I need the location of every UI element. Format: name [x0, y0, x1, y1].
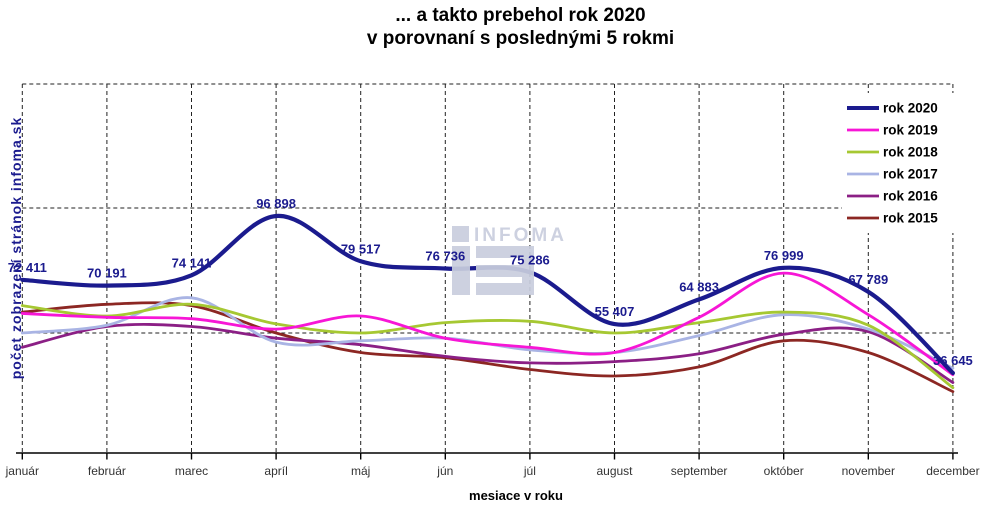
watermark-block [522, 246, 534, 295]
data-label: 36 645 [933, 353, 973, 368]
data-label: 96 898 [256, 196, 296, 211]
x-axis-title: mesiace v roku [469, 488, 563, 503]
x-tick-label: november [842, 464, 895, 478]
data-label: 79 517 [341, 241, 381, 256]
chart-title-line2: v porovnaní s poslednými 5 rokmi [366, 28, 675, 49]
x-tick-label: február [88, 464, 126, 478]
data-label: 55 407 [595, 304, 635, 319]
x-tick-label: apríl [264, 464, 287, 478]
watermark-block [476, 265, 526, 277]
data-label: 75 286 [510, 252, 550, 267]
legend-label: rok 2016 [883, 189, 938, 204]
data-label: 70 191 [87, 266, 127, 281]
legend-label: rok 2019 [883, 123, 938, 138]
watermark-block [452, 246, 470, 295]
watermark: INFOMA [452, 225, 567, 295]
data-label: 76 999 [764, 248, 804, 263]
legend-item-rok-2017: rok 2017 [847, 167, 938, 182]
data-label: 72 411 [8, 260, 47, 275]
x-tick-label: máj [351, 464, 370, 478]
x-tick-label: september [671, 464, 728, 478]
legend-label: rok 2017 [883, 167, 938, 182]
y-axis-title: počet zobrazení stránok infoma.sk [8, 117, 24, 380]
x-tick-label: august [596, 464, 633, 478]
data-labels-rok-2020: 72 411 70 191 74 141 96 898 79 517 76 736 75 2… [8, 196, 973, 368]
data-label: 74 141 [172, 255, 212, 270]
chart-title: ... a takto prebehol rok 2020 v porovnan… [60, 4, 981, 50]
x-tick-label: júl [523, 464, 536, 478]
x-tick-label: október [764, 464, 804, 478]
x-tick-labels: január február marec apríl máj jún júl august se… [5, 464, 980, 478]
data-label: 76 736 [425, 249, 465, 264]
legend: rok 2020 rok 2019 rok 2018 rok 2017 rok 2016… [842, 93, 961, 233]
watermark-block [476, 246, 534, 258]
legend-item-rok-2016: rok 2016 [847, 189, 938, 204]
legend-item-rok-2018: rok 2018 [847, 145, 938, 160]
series-group [20, 213, 955, 393]
series-line-rok-2019 [20, 271, 955, 377]
legend-item-rok-2020: rok 2020 [847, 101, 938, 116]
series-line-rok-2016 [20, 323, 955, 384]
watermark-square [452, 226, 469, 242]
watermark-block [476, 283, 534, 295]
legend-item-rok-2019: rok 2019 [847, 123, 938, 138]
x-tick-label: január [5, 464, 39, 478]
x-axis [16, 452, 958, 460]
legend-label: rok 2018 [883, 145, 938, 160]
x-tick-label: marec [175, 464, 208, 478]
data-label: 67 789 [848, 272, 888, 287]
data-label: 64 883 [679, 279, 719, 294]
legend-background [842, 93, 961, 233]
legend-label: rok 2015 [883, 211, 938, 226]
chart-title-line1: ... a takto prebehol rok 2020 [395, 5, 646, 26]
legend-label: rok 2020 [883, 101, 938, 116]
x-tick-label: jún [436, 464, 453, 478]
watermark-text: INFOMA [474, 225, 567, 246]
legend-item-rok-2015: rok 2015 [847, 211, 938, 226]
x-tick-label: december [926, 464, 979, 478]
series-line-rok-2018 [20, 302, 955, 390]
